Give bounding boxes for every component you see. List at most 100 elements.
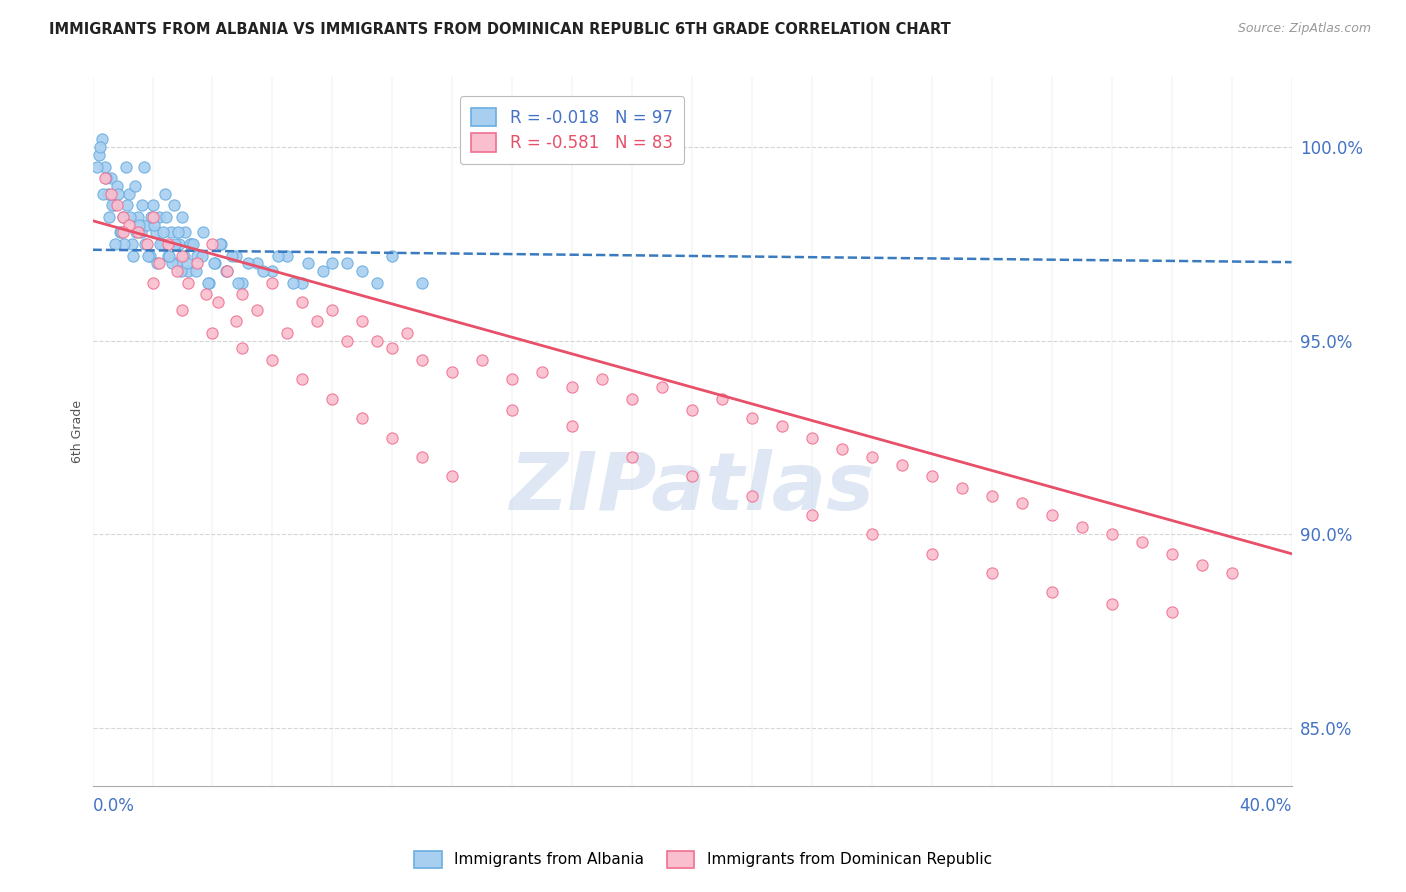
- Point: [501, 372, 523, 386]
- Point: [139, 210, 162, 224]
- Text: 40.0%: 40.0%: [1239, 797, 1292, 815]
- Point: [136, 249, 159, 263]
- Point: [621, 450, 644, 464]
- Point: [135, 236, 157, 251]
- Point: [651, 380, 673, 394]
- Point: [831, 442, 853, 457]
- Point: [297, 256, 319, 270]
- Point: [441, 365, 464, 379]
- Point: [159, 225, 181, 239]
- Point: [172, 302, 194, 317]
- Point: [441, 469, 464, 483]
- Point: [411, 353, 433, 368]
- Point: [1070, 519, 1092, 533]
- Text: ZIPatlas: ZIPatlas: [509, 450, 875, 527]
- Point: [181, 236, 204, 251]
- Point: [231, 276, 253, 290]
- Point: [1220, 566, 1243, 580]
- Point: [172, 210, 194, 224]
- Y-axis label: 6th Grade: 6th Grade: [72, 401, 84, 463]
- Point: [208, 236, 231, 251]
- Point: [201, 236, 224, 251]
- Point: [201, 326, 224, 340]
- Point: [179, 236, 201, 251]
- Point: [262, 353, 284, 368]
- Point: [170, 264, 193, 278]
- Point: [381, 249, 404, 263]
- Point: [93, 160, 115, 174]
- Point: [321, 256, 343, 270]
- Point: [143, 218, 166, 232]
- Point: [124, 178, 146, 193]
- Legend: Immigrants from Albania, Immigrants from Dominican Republic: Immigrants from Albania, Immigrants from…: [408, 845, 998, 873]
- Point: [184, 264, 207, 278]
- Point: [321, 392, 343, 406]
- Point: [87, 148, 110, 162]
- Point: [138, 249, 160, 263]
- Point: [117, 186, 139, 201]
- Point: [141, 198, 163, 212]
- Point: [122, 249, 145, 263]
- Point: [890, 458, 912, 472]
- Point: [246, 256, 269, 270]
- Point: [141, 210, 163, 224]
- Point: [591, 372, 613, 386]
- Point: [111, 210, 134, 224]
- Point: [1011, 496, 1033, 510]
- Point: [1130, 535, 1153, 549]
- Point: [471, 353, 494, 368]
- Point: [94, 171, 117, 186]
- Point: [98, 210, 121, 224]
- Point: [157, 249, 180, 263]
- Point: [186, 256, 208, 270]
- Point: [711, 392, 734, 406]
- Point: [90, 132, 112, 146]
- Point: [177, 264, 200, 278]
- Point: [621, 392, 644, 406]
- Point: [131, 198, 153, 212]
- Text: IMMIGRANTS FROM ALBANIA VS IMMIGRANTS FROM DOMINICAN REPUBLIC 6TH GRADE CORRELAT: IMMIGRANTS FROM ALBANIA VS IMMIGRANTS FR…: [49, 22, 950, 37]
- Point: [148, 256, 170, 270]
- Point: [93, 171, 115, 186]
- Point: [291, 295, 314, 310]
- Point: [153, 186, 176, 201]
- Point: [167, 225, 190, 239]
- Point: [336, 256, 359, 270]
- Point: [114, 160, 136, 174]
- Point: [561, 419, 583, 434]
- Legend: R = -0.018   N = 97, R = -0.581   N = 83: R = -0.018 N = 97, R = -0.581 N = 83: [460, 96, 685, 164]
- Point: [127, 210, 149, 224]
- Point: [105, 178, 128, 193]
- Point: [381, 342, 404, 356]
- Point: [166, 264, 188, 278]
- Point: [141, 276, 163, 290]
- Point: [1160, 547, 1182, 561]
- Point: [100, 186, 122, 201]
- Point: [950, 481, 973, 495]
- Point: [741, 489, 763, 503]
- Point: [86, 160, 108, 174]
- Point: [152, 225, 174, 239]
- Point: [186, 249, 208, 263]
- Point: [352, 314, 374, 328]
- Point: [191, 249, 214, 263]
- Point: [132, 160, 155, 174]
- Point: [145, 225, 167, 239]
- Point: [252, 264, 274, 278]
- Point: [211, 236, 233, 251]
- Point: [101, 198, 124, 212]
- Point: [238, 256, 260, 270]
- Point: [381, 431, 404, 445]
- Point: [172, 249, 194, 263]
- Point: [112, 236, 135, 251]
- Point: [221, 249, 243, 263]
- Text: 0.0%: 0.0%: [93, 797, 135, 815]
- Point: [149, 236, 172, 251]
- Point: [180, 236, 202, 251]
- Point: [276, 326, 298, 340]
- Point: [336, 334, 359, 348]
- Point: [226, 276, 249, 290]
- Point: [125, 225, 148, 239]
- Point: [1160, 605, 1182, 619]
- Point: [681, 403, 703, 417]
